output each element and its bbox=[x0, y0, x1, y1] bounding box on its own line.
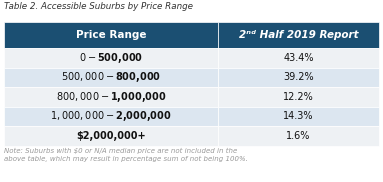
Bar bbox=[4, 48, 218, 68]
Text: $500,000-$800,000: $500,000-$800,000 bbox=[61, 70, 161, 84]
Bar bbox=[218, 22, 379, 48]
Text: $800,000-$1,000,000: $800,000-$1,000,000 bbox=[56, 90, 166, 104]
Text: 14.3%: 14.3% bbox=[283, 111, 314, 121]
Text: Note: Suburbs with $0 or N/A median price are not included in the
above table, w: Note: Suburbs with $0 or N/A median pric… bbox=[4, 147, 248, 162]
Text: 1.6%: 1.6% bbox=[286, 131, 311, 141]
Text: 43.4%: 43.4% bbox=[283, 53, 314, 63]
Text: 12.2%: 12.2% bbox=[283, 92, 314, 102]
Text: Table 2. Accessible Suburbs by Price Range: Table 2. Accessible Suburbs by Price Ran… bbox=[4, 2, 193, 11]
Bar bbox=[4, 107, 218, 126]
Text: 39.2%: 39.2% bbox=[283, 72, 314, 82]
Bar bbox=[4, 87, 218, 107]
Text: $1,000,000-$2,000,000: $1,000,000-$2,000,000 bbox=[50, 109, 172, 123]
Text: $2,000,000+: $2,000,000+ bbox=[76, 131, 146, 141]
Bar bbox=[218, 87, 379, 107]
Bar bbox=[218, 48, 379, 68]
Bar bbox=[4, 68, 218, 87]
Text: Price Range: Price Range bbox=[75, 30, 146, 40]
Text: 2ⁿᵈ Half 2019 Report: 2ⁿᵈ Half 2019 Report bbox=[239, 30, 358, 40]
Text: $0-$500,000: $0-$500,000 bbox=[79, 51, 143, 65]
Bar bbox=[4, 22, 218, 48]
Bar bbox=[218, 126, 379, 146]
Bar bbox=[218, 68, 379, 87]
Bar bbox=[218, 107, 379, 126]
Bar bbox=[4, 126, 218, 146]
